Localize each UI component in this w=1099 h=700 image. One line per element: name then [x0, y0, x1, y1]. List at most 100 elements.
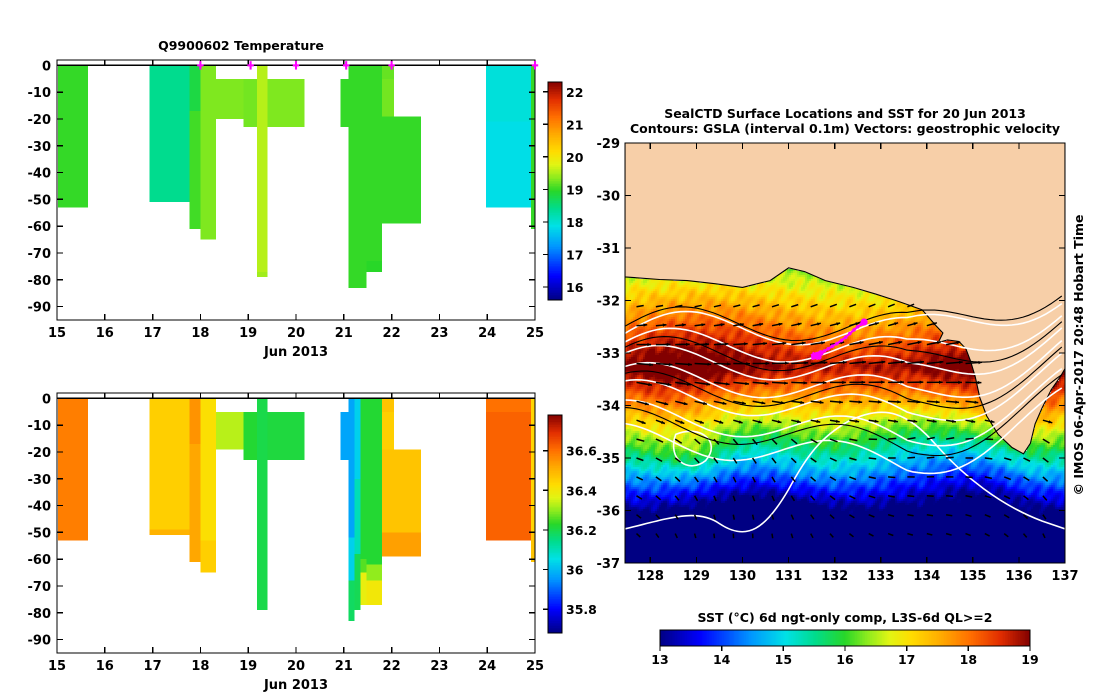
profile-cell [486, 122, 531, 208]
y-tick-label: 0 [42, 392, 51, 407]
map-x-tick-label: 136 [1005, 569, 1032, 584]
profile-cell [349, 581, 355, 621]
seal-location-point [819, 352, 821, 354]
x-tick-label: 24 [478, 659, 496, 674]
x-tick-label: 17 [144, 326, 162, 341]
sst-colorbar-tick-label: 16 [836, 652, 854, 667]
sst-colorbar-label: SST (°C) 6d ngt-only comp, L3S-6d QL>=2 [698, 610, 993, 625]
seal-location-point [856, 325, 860, 329]
map-y-tick-label: -35 [597, 452, 621, 467]
y-tick-label: -80 [28, 607, 52, 622]
profile-cell [257, 65, 268, 271]
colorbar-tick-label: 18 [566, 215, 583, 230]
x-tick-label: 15 [48, 659, 66, 674]
x-tick-label: 20 [287, 659, 305, 674]
profile-cell [200, 65, 216, 239]
sst-colorbar-tick-label: 14 [713, 652, 731, 667]
y-tick-label: -70 [28, 580, 52, 595]
profile-cell [267, 79, 304, 127]
profile-cell [216, 79, 243, 119]
map-x-tick-label: 134 [913, 569, 940, 584]
x-tick-label: 18 [191, 326, 209, 341]
seal-location-point [844, 336, 848, 340]
profile-cell [354, 554, 360, 610]
map-content [625, 143, 1066, 564]
seal-location-point [816, 354, 818, 356]
x-tick-label: 16 [96, 326, 114, 341]
profile-cell [216, 412, 243, 450]
sst-colorbar-tick-label: 15 [775, 652, 792, 667]
salinity-section-panel: 15 16 17 18 19 20 21 22 23 24 25 0 -10 -20 -30 -40 -50 -6… [0, 340, 600, 700]
y-tick-label: 0 [42, 59, 51, 74]
profile-cell [361, 573, 367, 605]
x-tick-label: 19 [239, 659, 257, 674]
map-x-tick-label: 129 [683, 569, 710, 584]
profile-cell [200, 540, 216, 572]
x-tick-label: 21 [335, 659, 353, 674]
temperature-section-panel: 15 16 17 18 19 20 21 22 23 24 25 0 -10 -20 -30 -40 -50 -6… [0, 0, 600, 360]
y-tick-label: -20 [28, 113, 52, 128]
y-tick-label: -50 [28, 526, 52, 541]
map-y-tick-label: -33 [597, 347, 621, 362]
profile-cell [354, 479, 360, 554]
y-tick-label: -20 [28, 446, 52, 461]
seal-location-point [823, 349, 827, 353]
map-x-tick-label: 137 [1051, 569, 1078, 584]
map-x-tick-label: 130 [729, 569, 756, 584]
map-y-tick-label: -31 [597, 242, 621, 257]
velocity-vector [966, 438, 974, 439]
y-tick-label: -90 [28, 634, 52, 649]
profile-cell [257, 272, 268, 277]
x-tick-label: 19 [239, 326, 257, 341]
profile-cell [366, 581, 382, 605]
seal-location-point [819, 355, 821, 357]
y-tick-label: -10 [28, 419, 52, 434]
map-x-tick-label: 131 [775, 569, 802, 584]
colorbar-tick-label: 16 [566, 280, 584, 295]
colorbar-tick-label: 19 [566, 182, 583, 197]
sst-colorbar-tick-label: 17 [898, 652, 915, 667]
salinity-section-svg: 15 16 17 18 19 20 21 22 23 24 250-10-20-30-40-50-6… [0, 340, 600, 700]
velocity-vector [888, 438, 896, 439]
y-tick-label: -60 [28, 220, 52, 235]
profile-cell [366, 65, 382, 261]
seal-location-point [811, 358, 813, 360]
colorbar-tick-label: 22 [566, 85, 583, 100]
profile-cell [382, 412, 394, 450]
temperature-section-svg: 15 16 17 18 19 20 21 22 23 24 250-10-20-30-40-50-6… [0, 0, 600, 360]
profile-cell [382, 116, 394, 223]
x-tick-label: 23 [430, 659, 448, 674]
profile-cell [394, 449, 421, 532]
map-title-line2: Contours: GSLA (interval 0.1m) Vectors: … [630, 121, 1060, 136]
profile-cell [361, 559, 367, 572]
y-tick-label: -30 [28, 473, 52, 488]
sst-map-svg: SealCTD Surface Locations and SST for 20… [595, 0, 1099, 700]
profile-cell [149, 530, 189, 535]
x-tick-label: 24 [478, 326, 496, 341]
velocity-vector [966, 477, 973, 478]
seal-location-point [835, 342, 839, 346]
profile-cell [243, 412, 256, 460]
colorbar-tick-label: 36.4 [566, 483, 597, 498]
velocity-vector [907, 457, 915, 458]
profile-cell [149, 398, 189, 529]
x-tick-label: 16 [96, 659, 114, 674]
profile-cell [394, 532, 421, 556]
x-tick-label: 20 [287, 326, 305, 341]
y-tick-label: -40 [28, 167, 52, 182]
profile-cell [340, 412, 348, 460]
map-y-tick-label: -30 [597, 190, 621, 205]
velocity-vector [714, 534, 715, 539]
map-y-tick-label: -37 [597, 557, 621, 572]
x-axis-label: Jun 2013 [263, 678, 328, 693]
velocity-vector [772, 534, 773, 539]
profile-cell [382, 79, 394, 117]
profile-cell [200, 398, 216, 540]
seal-location-point [831, 344, 835, 348]
colorbar-tick-label: 17 [566, 247, 583, 262]
seal-location-point [826, 347, 830, 351]
seal-location-point [861, 318, 868, 325]
y-tick-label: -90 [28, 301, 52, 316]
profile-cell [366, 398, 382, 564]
x-tick-label: 18 [191, 659, 209, 674]
